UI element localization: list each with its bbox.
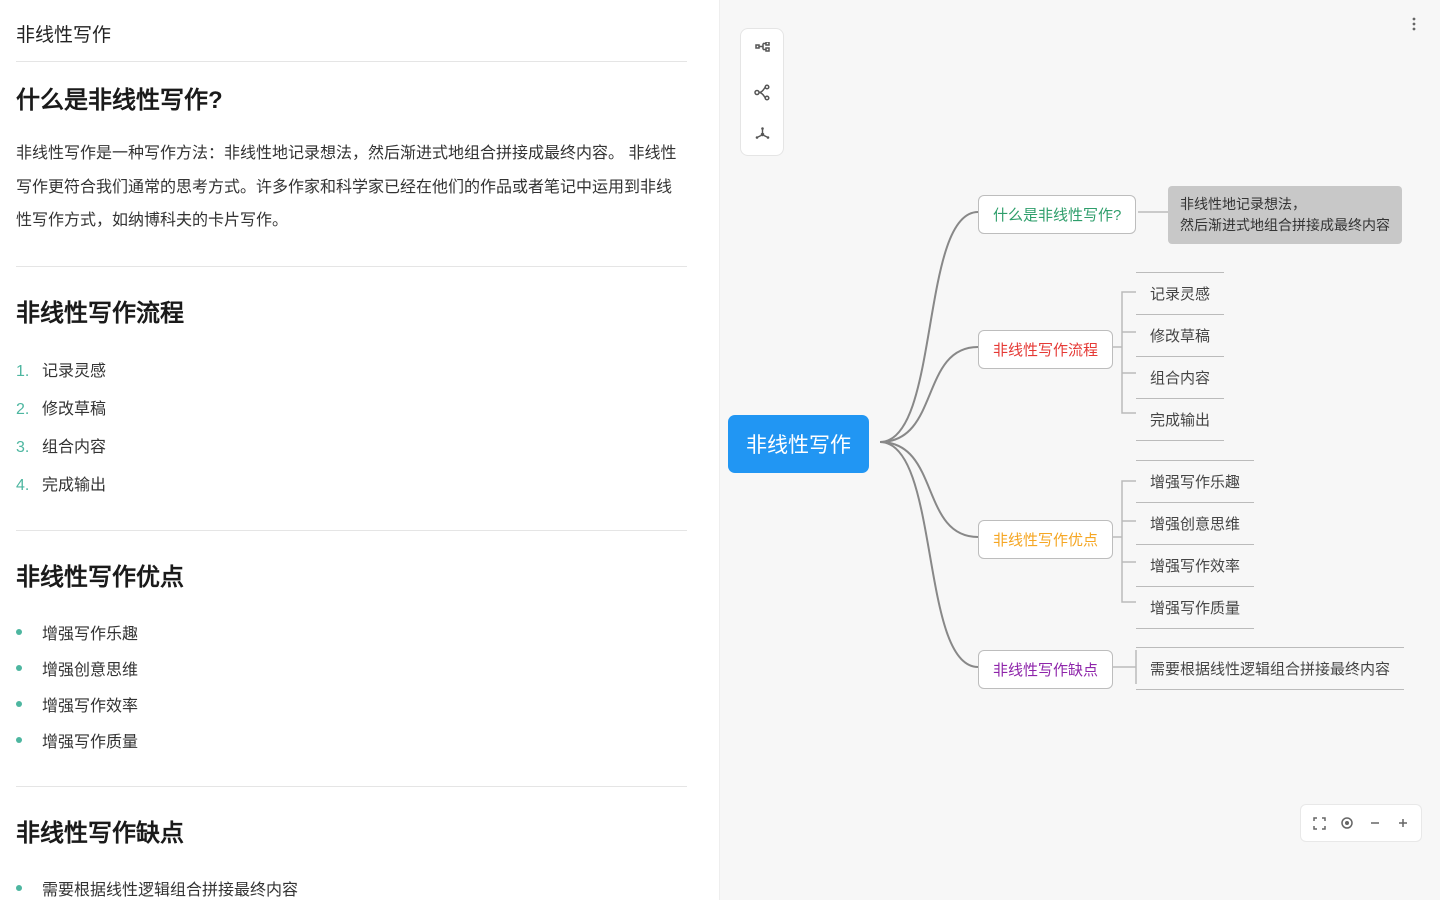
heading-process: 非线性写作流程 bbox=[16, 293, 184, 328]
mindmap-leaf-node[interactable]: 增强写作效率 bbox=[1136, 545, 1254, 587]
mindmap-leaf-node[interactable]: 增强写作乐趣 bbox=[1136, 460, 1254, 503]
radial-icon bbox=[754, 126, 771, 143]
paragraph-intro: 非线性写作是一种写作方法：非线性地记录想法，然后渐进式地组合拼接成最终内容。 非… bbox=[16, 137, 687, 238]
mindmap-leaf-node[interactable]: 修改草稿 bbox=[1136, 315, 1224, 357]
section-disadvantages: 非线性写作缺点 需要根据线性逻辑组合拼接最终内容 bbox=[16, 813, 687, 900]
list-item: 组合内容 bbox=[16, 426, 687, 464]
mindmap-root-node[interactable]: 非线性写作 bbox=[728, 415, 869, 473]
divider bbox=[16, 266, 687, 267]
divider bbox=[16, 530, 687, 531]
more-options-button[interactable] bbox=[1400, 10, 1428, 38]
heading-what: 什么是非线性写作? bbox=[16, 80, 223, 115]
heading-disadvantages: 非线性写作缺点 bbox=[16, 813, 184, 848]
fullscreen-icon bbox=[1313, 817, 1326, 830]
target-icon bbox=[1340, 816, 1354, 830]
mindmap-icon bbox=[754, 84, 771, 101]
view-mode-toolbar bbox=[740, 28, 784, 156]
note-line: 然后渐进式地组合拼接成最终内容 bbox=[1180, 215, 1390, 236]
mindmap-leaf-group: 需要根据线性逻辑组合拼接最终内容 bbox=[1136, 647, 1404, 690]
view-radial-button[interactable] bbox=[741, 113, 783, 155]
mindmap-leaf-node[interactable]: 需要根据线性逻辑组合拼接最终内容 bbox=[1136, 647, 1404, 690]
mindmap-panel: 非线性写作 什么是非线性写作? 非线性地记录想法， 然后渐进式地组合拼接成最终内… bbox=[720, 0, 1440, 900]
section-process: 非线性写作流程 记录灵感 修改草稿 组合内容 完成输出 bbox=[16, 293, 687, 502]
mindmap-leaf-node[interactable]: 记录灵感 bbox=[1136, 272, 1224, 315]
divider bbox=[16, 786, 687, 787]
heading-advantages: 非线性写作优点 bbox=[16, 557, 184, 592]
zoom-in-button[interactable] bbox=[1389, 809, 1417, 837]
mindmap-note-node[interactable]: 非线性地记录想法， 然后渐进式地组合拼接成最终内容 bbox=[1168, 186, 1402, 244]
plus-icon bbox=[1397, 817, 1409, 829]
mindmap-branch-node[interactable]: 什么是非线性写作? bbox=[978, 195, 1136, 234]
minus-icon bbox=[1369, 817, 1381, 829]
mindmap-leaf-group: 记录灵感 修改草稿 组合内容 完成输出 bbox=[1136, 272, 1224, 441]
mindmap-leaf-node[interactable]: 组合内容 bbox=[1136, 357, 1224, 399]
document-panel: 非线性写作 什么是非线性写作? 非线性写作是一种写作方法：非线性地记录想法，然后… bbox=[0, 0, 720, 900]
advantages-list: 增强写作乐趣 增强创意思维 增强写作效率 增强写作质量 bbox=[16, 614, 687, 758]
list-item: 增强写作效率 bbox=[16, 686, 687, 722]
mindmap-branch-node[interactable]: 非线性写作优点 bbox=[978, 520, 1113, 559]
mindmap-leaf-node[interactable]: 完成输出 bbox=[1136, 399, 1224, 441]
mindmap-leaf-node[interactable]: 增强写作质量 bbox=[1136, 587, 1254, 629]
view-logic-button[interactable] bbox=[741, 29, 783, 71]
mindmap-branch-node[interactable]: 非线性写作流程 bbox=[978, 330, 1113, 369]
view-mindmap-button[interactable] bbox=[741, 71, 783, 113]
more-vertical-icon bbox=[1412, 17, 1416, 31]
list-item: 增强写作质量 bbox=[16, 722, 687, 758]
disadvantages-list: 需要根据线性逻辑组合拼接最终内容 bbox=[16, 870, 687, 900]
mindmap-canvas[interactable]: 非线性写作 什么是非线性写作? 非线性地记录想法， 然后渐进式地组合拼接成最终内… bbox=[720, 0, 1440, 900]
section-advantages: 非线性写作优点 增强写作乐趣 增强创意思维 增强写作效率 增强写作质量 bbox=[16, 557, 687, 758]
zoom-out-button[interactable] bbox=[1361, 809, 1389, 837]
list-item: 修改草稿 bbox=[16, 388, 687, 426]
mindmap-leaf-group: 增强写作乐趣 增强创意思维 增强写作效率 增强写作质量 bbox=[1136, 460, 1254, 629]
mindmap-branch-node[interactable]: 非线性写作缺点 bbox=[978, 650, 1113, 689]
list-item: 增强写作乐趣 bbox=[16, 614, 687, 650]
process-list: 记录灵感 修改草稿 组合内容 完成输出 bbox=[16, 350, 687, 502]
zoom-controls bbox=[1300, 804, 1422, 842]
mindmap-leaf-node[interactable]: 增强创意思维 bbox=[1136, 503, 1254, 545]
recenter-button[interactable] bbox=[1333, 809, 1361, 837]
document-title: 非线性写作 bbox=[16, 20, 687, 62]
list-item: 增强创意思维 bbox=[16, 650, 687, 686]
fullscreen-button[interactable] bbox=[1305, 809, 1333, 837]
note-line: 非线性地记录想法， bbox=[1180, 194, 1390, 215]
list-item: 完成输出 bbox=[16, 464, 687, 502]
list-item: 记录灵感 bbox=[16, 350, 687, 388]
section-what: 什么是非线性写作? 非线性写作是一种写作方法：非线性地记录想法，然后渐进式地组合… bbox=[16, 80, 687, 238]
list-item: 需要根据线性逻辑组合拼接最终内容 bbox=[16, 870, 687, 900]
logic-icon bbox=[754, 42, 771, 59]
